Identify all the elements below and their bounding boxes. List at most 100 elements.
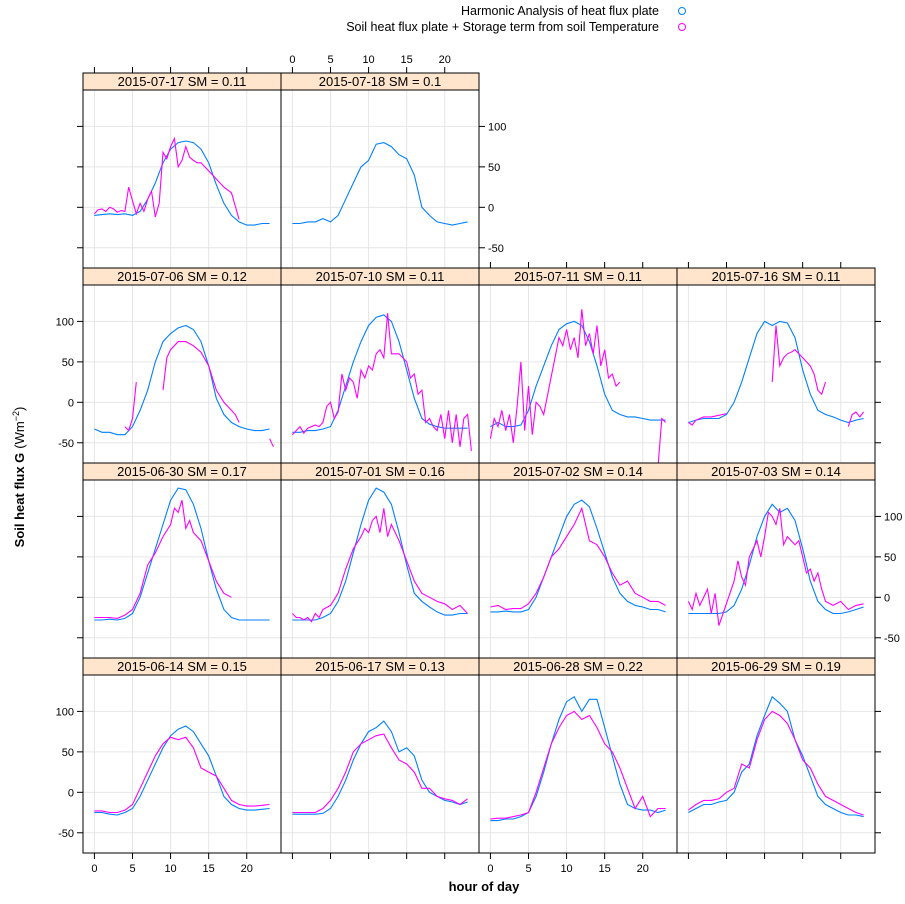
- series-line-storage: [94, 736, 270, 814]
- series-line-storage: [688, 710, 864, 816]
- x-tick-label: 10: [164, 863, 176, 875]
- series-line-storage: [688, 325, 865, 427]
- x-tick-label: 5: [129, 863, 135, 875]
- x-tick-label: 20: [439, 54, 451, 66]
- panel-border: [676, 284, 876, 464]
- legend: Harmonic Analysis of heat flux plate Soi…: [346, 4, 686, 34]
- panel-border: [82, 284, 282, 464]
- panel-border: [478, 284, 678, 464]
- x-tick-label: 0: [289, 54, 295, 66]
- y-axis-title-unit: (Wm: [12, 421, 27, 448]
- panel-strip-label: 2015-07-17 SM = 0.11: [118, 74, 247, 89]
- axes: 0 5 10 15 20 -50 0 50 100 -50 0 50 100 -50 0 50 100 0 5 10 1…: [56, 54, 903, 875]
- series-line-harmonic: [94, 324, 270, 436]
- y-tick-label: 50: [62, 747, 74, 759]
- panel-border: [478, 479, 678, 659]
- series-line-storage: [292, 733, 468, 814]
- series-line-storage: [124, 341, 274, 448]
- panel: 2015-07-17 SM = 0.11: [82, 72, 282, 269]
- x-tick-label: 15: [599, 863, 611, 875]
- legend-label-harmonic: Harmonic Analysis of heat flux plate: [461, 4, 659, 18]
- y-tick-label: 50: [62, 357, 74, 369]
- series-line-storage: [687, 508, 864, 626]
- panel-border: [280, 89, 480, 269]
- series-line-harmonic: [292, 142, 468, 226]
- x-tick-label: 15: [203, 863, 215, 875]
- panel-border: [280, 479, 480, 659]
- series-line-harmonic: [490, 696, 666, 822]
- y-axis-title-superscript: −2: [11, 411, 21, 421]
- panel-border: [82, 674, 282, 854]
- panel-strip-label: 2015-07-02 SM = 0.14: [513, 464, 643, 479]
- y-axis-title-close: ): [12, 407, 27, 411]
- panel-strip-label: 2015-06-29 SM = 0.19: [711, 659, 841, 674]
- panel-strip-label: 2015-07-03 SM = 0.14: [711, 464, 841, 479]
- y-tick-label: 0: [68, 787, 74, 799]
- y-tick-label: -50: [58, 438, 74, 450]
- x-tick-label: 20: [637, 863, 649, 875]
- panel-strip-label: 2015-06-28 SM = 0.22: [513, 659, 643, 674]
- series-line-storage: [490, 506, 666, 611]
- y-tick-label: 100: [884, 511, 902, 523]
- series-line-harmonic: [490, 499, 666, 613]
- x-tick-label: 0: [91, 863, 97, 875]
- panel-strip-label: 2015-07-01 SM = 0.16: [315, 464, 445, 479]
- panel: 2015-07-18 SM = 0.1: [280, 72, 480, 269]
- series-line-harmonic: [292, 487, 468, 621]
- panel-grid: 2015-07-17 SM = 0.11 2015-07-18 SM = 0.1 2…: [82, 72, 876, 854]
- y-tick-label: 0: [884, 592, 890, 604]
- x-tick-label: 5: [525, 863, 531, 875]
- y-tick-label: -50: [884, 633, 900, 645]
- panel-strip-label: 2015-07-06 SM = 0.12: [117, 269, 247, 284]
- panel-strip-label: 2015-06-17 SM = 0.13: [315, 659, 445, 674]
- panel: 2015-07-01 SM = 0.16: [280, 462, 480, 659]
- y-axis-title: Soil heat flux G (Wm−2): [11, 407, 27, 548]
- x-tick-label: 10: [560, 863, 572, 875]
- panel: 2015-06-29 SM = 0.19: [676, 657, 876, 854]
- panel-border: [82, 479, 282, 659]
- panel: 2015-07-11 SM = 0.11: [478, 267, 678, 468]
- x-axis-title: hour of day: [449, 879, 521, 894]
- panel-strip-label: 2015-07-16 SM = 0.11: [712, 269, 841, 284]
- legend-key-storage: [678, 23, 686, 31]
- panel: 2015-06-17 SM = 0.13: [280, 657, 480, 854]
- panel: 2015-06-30 SM = 0.17: [82, 462, 282, 659]
- panel: 2015-06-14 SM = 0.15: [82, 657, 282, 854]
- panel-border: [676, 479, 876, 659]
- series-line-storage: [292, 508, 469, 623]
- panel-strip-label: 2015-07-10 SM = 0.11: [316, 269, 445, 284]
- panel: 2015-07-16 SM = 0.11: [676, 267, 876, 464]
- panel-strip-label: 2015-07-18 SM = 0.1: [319, 74, 442, 89]
- y-tick-label: 0: [68, 397, 74, 409]
- y-tick-label: 100: [56, 316, 74, 328]
- series-line-storage: [490, 710, 666, 820]
- panel-strip-label: 2015-06-30 SM = 0.17: [117, 464, 247, 479]
- panel-border: [478, 674, 678, 854]
- series-line-harmonic: [94, 140, 270, 226]
- series-line-storage: [291, 313, 472, 451]
- panel-border: [82, 89, 282, 269]
- x-tick-label: 15: [401, 54, 413, 66]
- y-axis-title-main: Soil heat flux G: [12, 453, 27, 548]
- x-tick-label: 0: [487, 863, 493, 875]
- y-tick-label: 100: [56, 706, 74, 718]
- y-tick-label: 50: [488, 162, 500, 174]
- y-tick-label: 100: [488, 121, 506, 133]
- panel: 2015-07-06 SM = 0.12: [82, 267, 282, 464]
- panel-border: [676, 674, 876, 854]
- panel-border: [280, 674, 480, 854]
- panel: 2015-07-02 SM = 0.14: [478, 462, 678, 659]
- y-tick-label: -50: [488, 243, 504, 255]
- series-line-storage: [489, 309, 666, 468]
- y-tick-label: 50: [884, 552, 896, 564]
- series-line-harmonic: [490, 320, 666, 428]
- x-tick-label: 20: [241, 863, 253, 875]
- series-line-harmonic: [688, 695, 864, 818]
- legend-key-harmonic: [678, 7, 686, 15]
- series-line-storage: [94, 500, 232, 619]
- panel-strip-label: 2015-07-11 SM = 0.11: [514, 269, 642, 284]
- series-line-harmonic: [94, 487, 270, 621]
- panel: 2015-07-03 SM = 0.14: [676, 462, 876, 659]
- panel-strip-label: 2015-06-14 SM = 0.15: [117, 659, 247, 674]
